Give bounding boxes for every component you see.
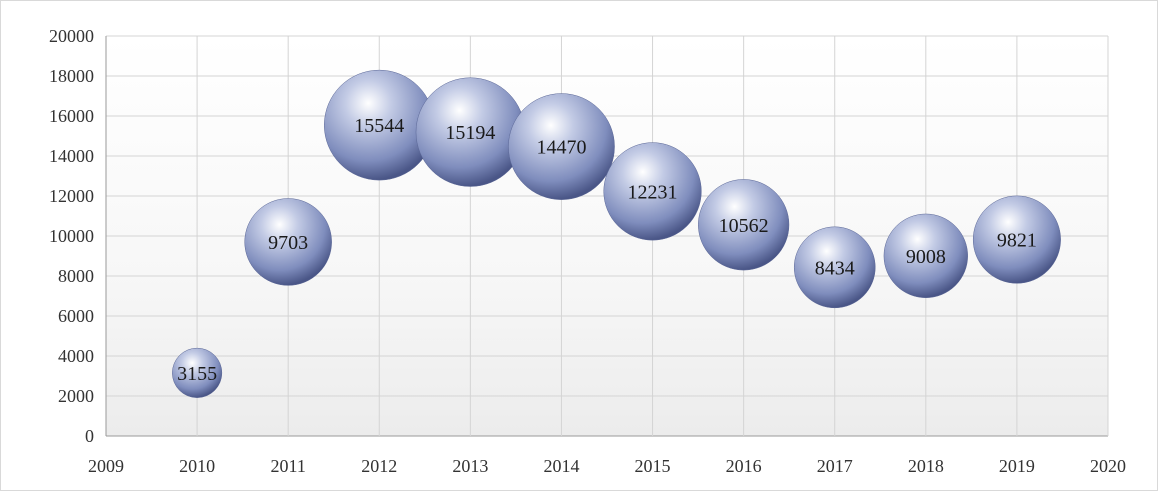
x-tick-label: 2017 xyxy=(817,456,853,476)
x-tick-label: 2014 xyxy=(543,456,579,476)
bubble-data-label: 9821 xyxy=(997,230,1037,252)
bubble xyxy=(172,347,223,398)
bubble-data-label: 15194 xyxy=(445,122,495,144)
bubble xyxy=(793,226,876,309)
bubble-data-label: 9703 xyxy=(268,232,308,254)
y-tick-label: 14000 xyxy=(49,146,94,166)
x-tick-label: 2012 xyxy=(361,456,397,476)
y-tick-label: 10000 xyxy=(49,226,94,246)
x-tick-label: 2018 xyxy=(908,456,944,476)
x-tick-label: 2013 xyxy=(452,456,488,476)
bubble xyxy=(508,93,615,200)
y-tick-label: 18000 xyxy=(49,66,94,86)
bubble-data-label: 3155 xyxy=(177,363,217,385)
bubble-data-label: 12231 xyxy=(628,181,678,203)
y-tick-label: 12000 xyxy=(49,186,94,206)
y-tick-label: 2000 xyxy=(58,386,94,406)
bubble-layer: 3155 9703 15544 15194 14470 12231 10562 8434 900… xyxy=(172,69,1061,398)
y-tick-label: 8000 xyxy=(58,266,94,286)
bubble-data-label: 10562 xyxy=(719,215,769,237)
bubble-data-label: 9008 xyxy=(906,246,946,268)
bubble xyxy=(244,198,332,286)
x-tick-label: 2010 xyxy=(179,456,215,476)
bubble-data-label: 8434 xyxy=(815,257,855,279)
x-tick-label: 2019 xyxy=(999,456,1035,476)
bubble xyxy=(883,213,968,298)
y-tick-label: 16000 xyxy=(49,106,94,126)
bubble xyxy=(603,142,702,241)
y-tick-label: 6000 xyxy=(58,306,94,326)
y-tick-label: 0 xyxy=(85,426,94,446)
bubble-data-label: 15544 xyxy=(354,115,404,137)
bubble xyxy=(972,195,1061,284)
bubble-data-label: 14470 xyxy=(536,137,586,159)
x-tick-label: 2020 xyxy=(1090,456,1126,476)
y-tick-label: 20000 xyxy=(49,26,94,46)
x-tick-label: 2011 xyxy=(271,456,306,476)
x-tick-label: 2016 xyxy=(726,456,762,476)
x-tick-label: 2015 xyxy=(635,456,671,476)
bubble xyxy=(698,179,790,271)
axis-layer: 0 2000 4000 6000 8000 10000 12000 14000 16000 180… xyxy=(49,26,1126,476)
y-tick-label: 4000 xyxy=(58,346,94,366)
x-tick-label: 2009 xyxy=(88,456,124,476)
